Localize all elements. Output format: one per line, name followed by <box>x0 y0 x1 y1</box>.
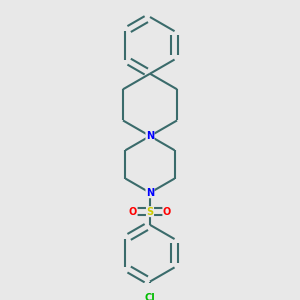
Text: Cl: Cl <box>145 292 155 300</box>
Text: O: O <box>129 207 137 217</box>
Text: O: O <box>163 207 171 217</box>
Text: N: N <box>146 131 154 141</box>
Text: S: S <box>146 207 154 217</box>
Text: N: N <box>146 188 154 198</box>
